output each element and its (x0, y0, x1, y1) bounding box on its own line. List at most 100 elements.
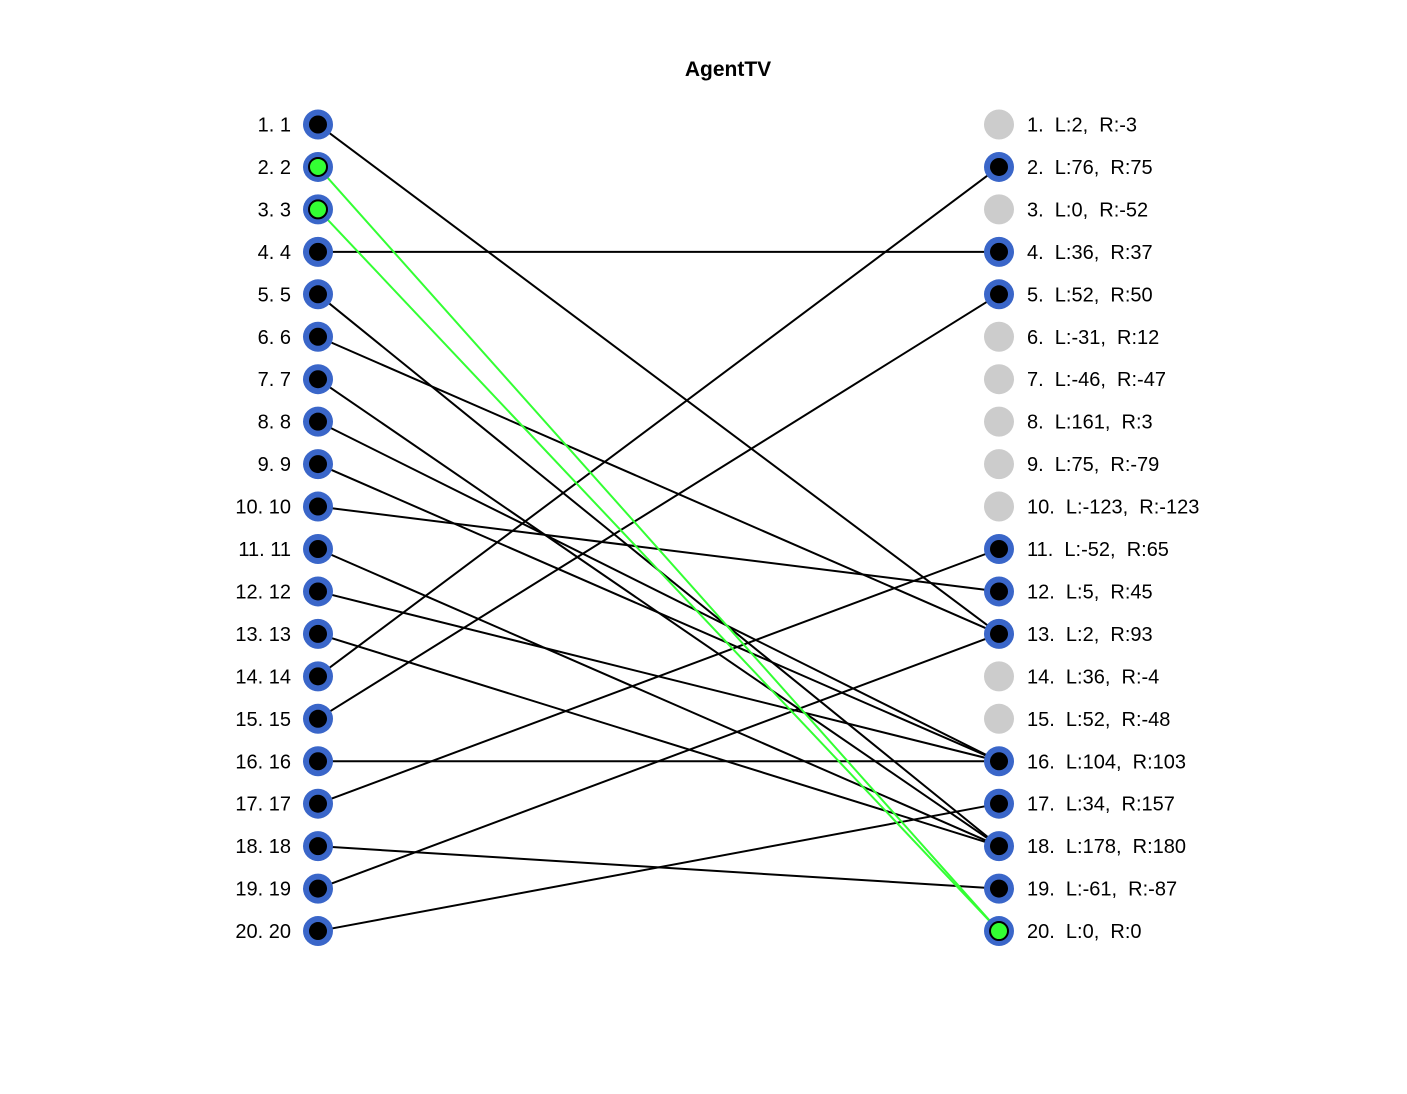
right-node-label: 19. L:-61, R:-87 (1027, 879, 1177, 901)
left-node-label: 6. 6 (258, 327, 291, 349)
right-node-label: 1. L:2, R:-3 (1027, 115, 1137, 137)
left-node-10: 10. 10 (235, 491, 333, 522)
left-node-core (309, 115, 327, 134)
right-node-inactive (984, 661, 1014, 692)
left-node-4: 4. 4 (258, 236, 333, 267)
left-node-core (309, 879, 327, 898)
right-node-14: 14. L:36, R:-4 (984, 661, 1159, 692)
left-node-label: 13. 13 (235, 624, 291, 646)
left-node-column: 1. 1 2. 2 3. 3 4. 4 5. 5 6. 6 7. 7 8. 8 9. 9 10. … (235, 109, 333, 947)
right-node-label: 9. L:75, R:-79 (1027, 454, 1159, 476)
left-node-core (309, 540, 327, 558)
left-node-label: 4. 4 (258, 242, 291, 264)
right-node-7: 7. L:-46, R:-47 (984, 364, 1166, 395)
left-node-14: 14. 14 (235, 661, 333, 692)
right-node-2: 2. L:76, R:75 (984, 151, 1153, 182)
left-node-label: 11. 11 (238, 539, 291, 561)
right-node-label: 18. L:178, R:180 (1027, 836, 1186, 858)
right-node-label: 10. L:-123, R:-123 (1027, 497, 1199, 519)
right-node-inactive (984, 491, 1014, 522)
right-node-label: 20. L:0, R:0 (1027, 921, 1142, 943)
right-node-core (990, 540, 1008, 558)
left-node-core (309, 242, 327, 261)
left-node-label: 19. 19 (235, 879, 291, 901)
left-node-11: 11. 11 (238, 534, 333, 564)
left-node-1: 1. 1 (258, 109, 333, 140)
right-node-core (990, 794, 1008, 813)
edge-3-20 (317, 208, 1000, 932)
right-node-label: 17. L:34, R:157 (1027, 794, 1175, 816)
right-node-inactive (984, 406, 1014, 437)
left-node-core (309, 497, 327, 516)
right-node-label: 5. L:52, R:50 (1027, 284, 1153, 306)
left-node-core (309, 455, 327, 474)
left-node-2: 2. 2 (258, 151, 333, 182)
left-node-label: 12. 12 (235, 581, 291, 603)
right-node-5: 5. L:52, R:50 (984, 279, 1153, 310)
edge-13-18 (317, 632, 1000, 848)
left-node-core (309, 752, 327, 771)
right-node-11: 11. L:-52, R:65 (984, 534, 1169, 564)
left-node-label: 7. 7 (258, 369, 291, 391)
left-node-core (309, 794, 327, 813)
left-node-label: 5. 5 (258, 284, 291, 306)
right-node-core (990, 752, 1008, 771)
left-node-12: 12. 12 (235, 576, 333, 607)
edge-layer (317, 123, 1000, 933)
edge-9-16 (317, 463, 1000, 763)
left-node-label: 15. 15 (235, 709, 291, 731)
left-node-label: 18. 18 (235, 836, 291, 858)
right-node-label: 4. L:36, R:37 (1027, 242, 1153, 264)
right-node-label: 15. L:52, R:-48 (1027, 709, 1170, 731)
left-node-core (309, 709, 327, 728)
left-node-core (309, 624, 327, 643)
left-node-16: 16. 16 (235, 746, 333, 777)
left-node-label: 8. 8 (258, 412, 291, 434)
edge-6-13 (317, 335, 1000, 635)
right-node-label: 8. L:161, R:3 (1027, 412, 1153, 434)
left-node-core (309, 285, 327, 304)
right-node-19: 19. L:-61, R:-87 (984, 873, 1177, 904)
left-node-9: 9. 9 (258, 449, 333, 480)
left-node-label: 3. 3 (258, 199, 291, 221)
left-node-13: 13. 13 (235, 618, 333, 649)
right-node-core (990, 879, 1008, 898)
edge-8-16 (317, 420, 1000, 763)
left-node-label: 1. 1 (258, 115, 291, 137)
right-node-core (990, 242, 1008, 261)
diagram-title: AgentTV (685, 58, 771, 81)
left-node-core (309, 327, 327, 346)
right-node-inactive (984, 449, 1014, 480)
left-node-18: 18. 18 (235, 831, 333, 862)
left-node-label: 2. 2 (258, 157, 291, 179)
left-node-5: 5. 5 (258, 279, 333, 310)
right-node-label: 13. L:2, R:93 (1027, 624, 1153, 646)
edge-14-2 (317, 166, 1000, 678)
right-node-label: 7. L:-46, R:-47 (1027, 369, 1166, 391)
left-node-core (309, 370, 327, 389)
right-node-10: 10. L:-123, R:-123 (984, 491, 1199, 522)
left-node-core (309, 412, 327, 431)
edge-19-13 (317, 632, 1000, 890)
left-node-3: 3. 3 (258, 194, 333, 225)
left-node-core (309, 667, 327, 686)
right-node-label: 16. L:104, R:103 (1027, 751, 1186, 773)
right-node-label: 2. L:76, R:75 (1027, 157, 1153, 179)
right-node-column: 1. L:2, R:-3 2. L:76, R:75 3. L:0, R:-52 4.… (984, 109, 1199, 947)
right-node-inactive (984, 364, 1014, 395)
right-node-12: 12. L:5, R:45 (984, 576, 1153, 607)
right-node-18: 18. L:178, R:180 (984, 831, 1186, 862)
right-node-core (990, 624, 1008, 643)
left-node-label: 20. 20 (235, 921, 291, 943)
right-node-inactive (984, 109, 1014, 140)
right-node-15: 15. L:52, R:-48 (984, 703, 1170, 734)
right-node-core (989, 921, 1009, 942)
left-node-core (308, 199, 328, 220)
right-node-core (990, 157, 1008, 176)
right-node-label: 11. L:-52, R:65 (1027, 539, 1169, 561)
edge-2-20 (317, 166, 1000, 932)
left-node-7: 7. 7 (258, 364, 333, 395)
right-node-8: 8. L:161, R:3 (984, 406, 1153, 437)
edge-20-17 (317, 802, 1000, 933)
